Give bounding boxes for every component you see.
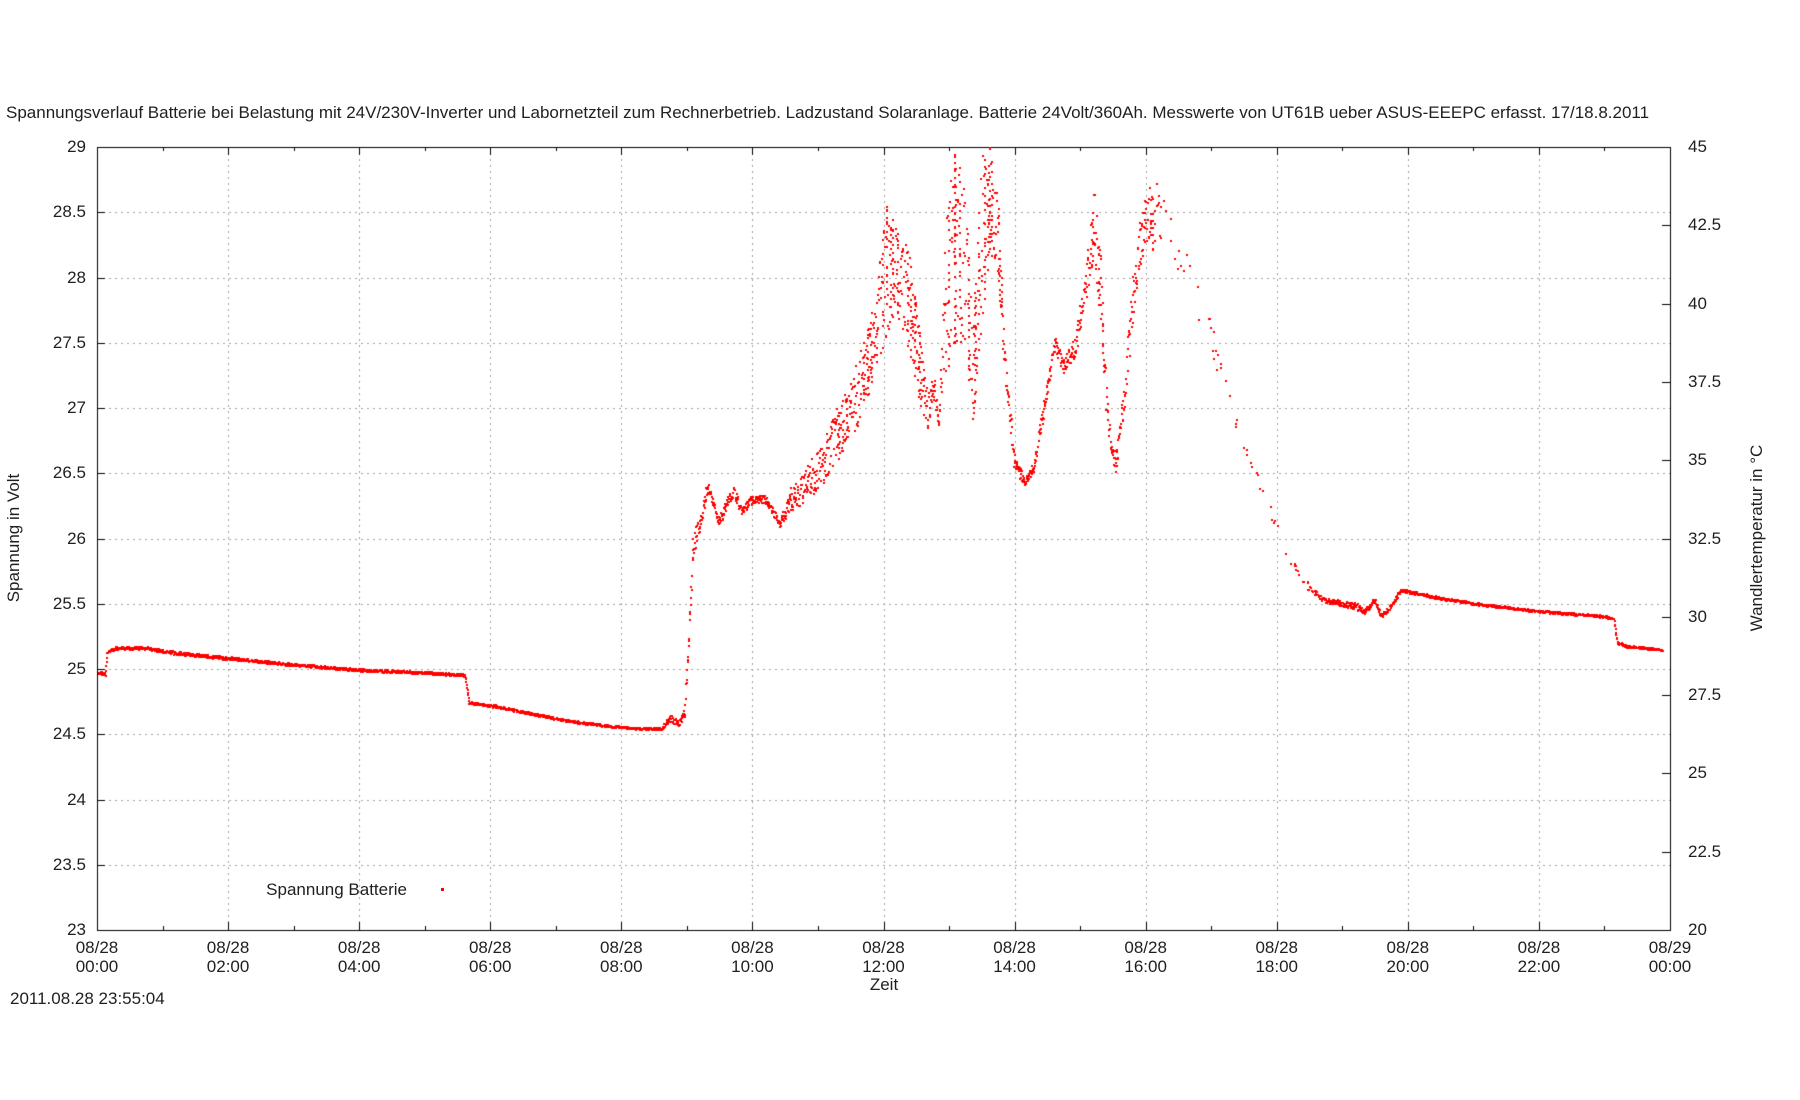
timestamp: 2011.08.28 23:55:04 — [10, 989, 165, 1008]
y2-tick-label: 42.5 — [1688, 215, 1722, 235]
y-tick-label: 29 — [67, 137, 86, 156]
y-tick-label: 24.5 — [52, 724, 86, 744]
y-tick-label: 25.5 — [52, 593, 86, 613]
x-tick-label: 08/28 02:00 — [206, 938, 250, 976]
x-tick-label: 08/28 12:00 — [862, 938, 905, 976]
y2-tick-label: 25 — [1688, 763, 1707, 783]
y-tick-label: 27 — [67, 398, 86, 417]
y-tick-label: 28.5 — [52, 202, 86, 222]
x-tick-label: 08/29 00:00 — [1648, 938, 1692, 976]
y2-tick-label: 45 — [1688, 137, 1707, 156]
x-tick-label: 08/28 22:00 — [1517, 938, 1561, 976]
y-tick-label: 26.5 — [52, 463, 86, 483]
y2-tick-label: 22.5 — [1688, 841, 1722, 861]
y2-tick-label: 37.5 — [1688, 371, 1722, 391]
y-tick-label: 25 — [67, 659, 86, 678]
x-tick-label: 08/28 20:00 — [1386, 938, 1430, 976]
y2-tick-label: 20 — [1688, 920, 1707, 939]
x-tick-label: 08/28 18:00 — [1255, 938, 1299, 976]
y-tick-label: 24 — [67, 789, 86, 809]
y-tick-label: 27.5 — [52, 332, 86, 352]
x-tick-label: 08/28 00:00 — [75, 938, 119, 976]
y2-tick-label: 32.5 — [1688, 528, 1722, 548]
x-axis-label: Zeit — [869, 975, 899, 994]
legend-label: Spannung Batterie — [266, 880, 407, 899]
y2-axis-label: Wandlertemperatur in °C — [1747, 444, 1766, 632]
x-tick-label: 08/28 16:00 — [1124, 938, 1167, 976]
y2-tick-label: 30 — [1688, 606, 1707, 626]
y-tick-label: 26 — [67, 528, 86, 548]
y2-tick-label: 40 — [1688, 293, 1707, 313]
x-tick-label: 08/28 10:00 — [731, 938, 774, 976]
x-tick-label: 08/28 08:00 — [600, 938, 643, 976]
y-tick-label: 23.5 — [52, 854, 86, 874]
x-tick-label: 08/28 14:00 — [993, 938, 1036, 976]
legend-marker — [441, 888, 444, 891]
x-tick-label: 08/28 04:00 — [337, 938, 381, 976]
y-tick-label: 28 — [67, 267, 86, 287]
x-tick-label: 08/28 06:00 — [468, 938, 512, 976]
y2-tick-label: 35 — [1688, 450, 1707, 470]
legend: Spannung Batterie — [237, 880, 407, 900]
y-tick-label: 23 — [67, 920, 86, 939]
chart-title: Spannungsverlauf Batterie bei Belastung … — [6, 103, 1650, 122]
y2-tick-label: 27.5 — [1688, 685, 1722, 705]
